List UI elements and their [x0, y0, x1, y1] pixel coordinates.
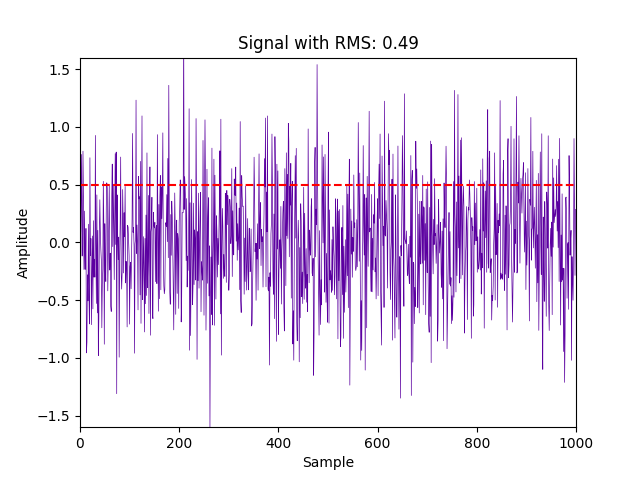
Y-axis label: Amplitude: Amplitude [17, 207, 31, 278]
X-axis label: Sample: Sample [302, 456, 354, 470]
Title: Signal with RMS: 0.49: Signal with RMS: 0.49 [237, 35, 419, 53]
